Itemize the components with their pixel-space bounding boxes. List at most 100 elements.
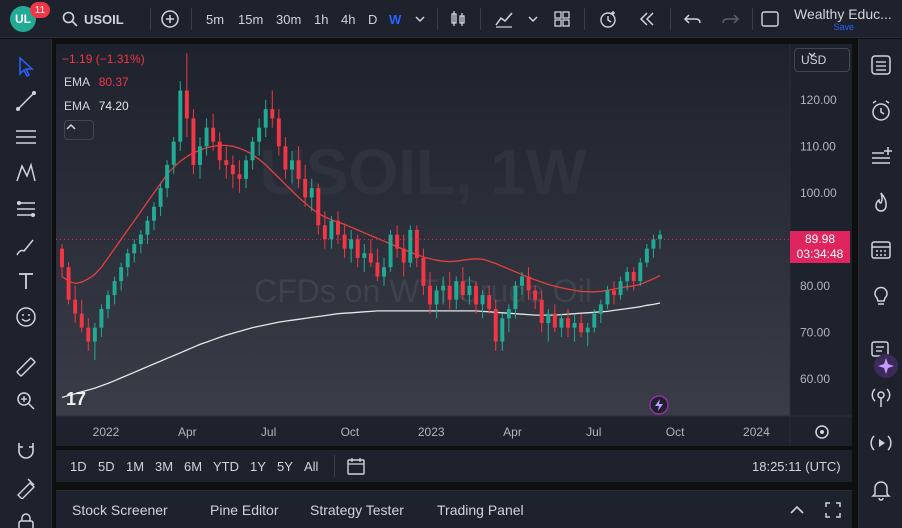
undo-icon[interactable] xyxy=(683,9,703,29)
timeframe-15m[interactable]: 15m xyxy=(238,11,264,27)
candle xyxy=(224,146,229,179)
timeframe-30m[interactable]: 30m xyxy=(276,11,302,27)
timeframe-4h[interactable]: 4h xyxy=(341,11,356,27)
range-1y[interactable]: 1Y xyxy=(250,458,266,474)
emoji-icon[interactable] xyxy=(14,305,38,329)
chevron-down-icon[interactable] xyxy=(410,9,430,29)
chevron-down-icon xyxy=(808,52,816,57)
horizontal-lines-icon[interactable] xyxy=(14,125,38,149)
collapse-legend-button[interactable] xyxy=(64,120,94,140)
ema-fast-value: 80.37 xyxy=(98,75,129,89)
event-lightning-icon[interactable] xyxy=(649,395,669,415)
replay-icon[interactable] xyxy=(637,9,657,29)
candle xyxy=(316,183,321,235)
currency-label: USD xyxy=(801,53,827,67)
candle xyxy=(401,234,406,277)
candle xyxy=(382,257,386,286)
chevron-up-icon[interactable] xyxy=(788,501,806,519)
alarm-clock-icon[interactable] xyxy=(869,99,893,123)
timeframe-w[interactable]: W xyxy=(389,11,402,27)
time-tick-label: 2024 xyxy=(743,425,770,439)
tab-pine-editor[interactable]: Pine Editor xyxy=(210,502,279,518)
tab-strategy-tester[interactable]: Strategy Tester xyxy=(310,502,404,518)
sparkle-assistant-icon[interactable] xyxy=(873,353,899,379)
candle xyxy=(230,155,235,189)
range-6m[interactable]: 6M xyxy=(184,458,203,474)
time-tick-label: Apr xyxy=(503,425,522,439)
trend-line-icon[interactable] xyxy=(14,89,38,113)
candle xyxy=(191,109,196,175)
ema-slow-legend[interactable]: EMA 74.20 xyxy=(64,99,129,113)
goto-date-icon[interactable] xyxy=(346,456,366,476)
stream-icon[interactable] xyxy=(869,431,893,455)
time-tick-label: Jul xyxy=(261,425,276,439)
candle xyxy=(171,137,176,175)
currency-selector[interactable]: USD xyxy=(794,48,850,72)
price-chart[interactable]: USOIL, 1W CFDs on WTI Crude Oil 130.0012… xyxy=(56,44,852,446)
plot-background xyxy=(56,44,790,416)
range-3m[interactable]: 3M xyxy=(155,458,174,474)
divider xyxy=(150,8,151,30)
pattern-icon[interactable] xyxy=(14,161,38,185)
chevron-down-icon[interactable] xyxy=(523,9,543,29)
fullscreen-icon[interactable] xyxy=(760,9,780,29)
range-5d[interactable]: 5D xyxy=(98,458,115,474)
ema-fast-legend[interactable]: EMA 80.37 xyxy=(64,75,129,89)
chart-settings-gear-icon[interactable] xyxy=(815,425,829,439)
candle xyxy=(217,132,222,170)
lock-icon[interactable] xyxy=(14,511,38,528)
add-list-icon[interactable] xyxy=(869,145,893,169)
time-axis[interactable]: 2022 Apr Jul Oct 2023 Apr Jul Oct 2024 xyxy=(93,425,770,439)
tradingview-logo[interactable]: 17 xyxy=(66,389,86,409)
candle-type-icon[interactable] xyxy=(448,9,468,29)
candle xyxy=(250,137,255,170)
notifications-bell-icon[interactable] xyxy=(869,477,893,501)
ruler-icon[interactable] xyxy=(14,355,38,379)
candle xyxy=(322,211,327,249)
candle xyxy=(520,271,524,296)
ideas-bulb-icon[interactable] xyxy=(869,283,893,307)
chevron-up-icon xyxy=(66,123,76,130)
save-button[interactable]: Save xyxy=(833,22,854,32)
timeframe-1h[interactable]: 1h xyxy=(314,11,329,27)
indicators-icon[interactable] xyxy=(494,9,514,29)
time-tick-label: Oct xyxy=(666,425,685,439)
candle xyxy=(263,99,268,137)
fib-icon[interactable] xyxy=(14,197,38,221)
cursor-icon[interactable] xyxy=(14,55,38,79)
magnet-icon[interactable] xyxy=(14,439,38,463)
maximize-panel-icon[interactable] xyxy=(824,501,842,519)
candle xyxy=(66,262,71,305)
candle xyxy=(533,285,538,310)
range-ytd[interactable]: YTD xyxy=(213,458,239,474)
range-5y[interactable]: 5Y xyxy=(277,458,293,474)
hotlist-fire-icon[interactable] xyxy=(869,191,893,215)
text-icon[interactable] xyxy=(14,269,38,293)
layout-grid-icon[interactable] xyxy=(552,9,572,29)
watchlist-icon[interactable] xyxy=(869,53,893,77)
add-symbol-icon[interactable] xyxy=(160,9,180,29)
tab-trading-panel[interactable]: Trading Panel xyxy=(437,502,524,518)
symbol-search[interactable]: USOIL xyxy=(62,0,124,38)
candle xyxy=(441,276,446,305)
timeframe-5m[interactable]: 5m xyxy=(206,11,225,27)
chart-pane[interactable]: USOIL, 1W CFDs on WTI Crude Oil 130.0012… xyxy=(56,44,852,446)
calendar-icon[interactable] xyxy=(869,237,893,261)
lock-drawing-icon[interactable] xyxy=(14,475,38,499)
broadcast-icon[interactable] xyxy=(869,385,893,409)
candle xyxy=(618,276,623,300)
redo-icon[interactable] xyxy=(720,9,740,29)
range-1m[interactable]: 1M xyxy=(126,458,145,474)
utc-clock[interactable]: 18:25:11 (UTC) xyxy=(752,458,841,474)
range-all[interactable]: All xyxy=(304,458,319,474)
account-menu[interactable]: Wealthy Educ... Save xyxy=(794,6,898,34)
candle xyxy=(158,183,163,217)
range-1d[interactable]: 1D xyxy=(70,458,87,474)
tab-stock-screener[interactable]: Stock Screener xyxy=(72,502,168,518)
alert-clock-icon[interactable] xyxy=(598,9,618,29)
divider xyxy=(191,8,192,30)
zoom-icon[interactable] xyxy=(14,389,38,413)
brush-icon[interactable] xyxy=(14,235,38,259)
timeframe-d[interactable]: D xyxy=(368,11,378,27)
